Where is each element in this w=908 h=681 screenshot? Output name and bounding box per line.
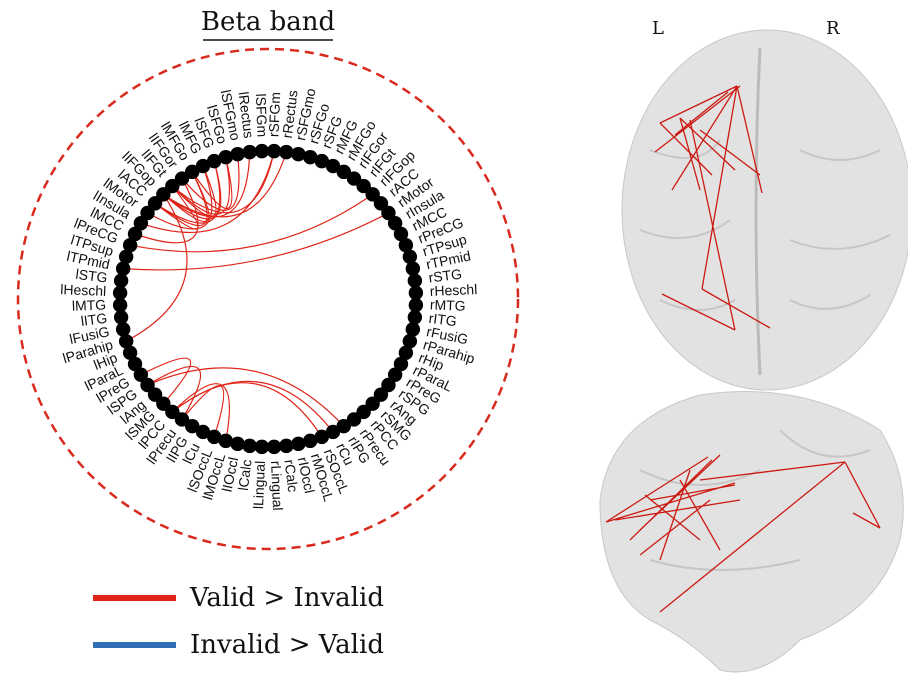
- node: [267, 144, 281, 158]
- node: [114, 310, 128, 324]
- node: [408, 310, 422, 324]
- node: [242, 145, 256, 159]
- brain-side-view: [600, 392, 903, 672]
- title: Beta band: [201, 7, 335, 37]
- node: [409, 298, 423, 312]
- node: [279, 145, 293, 159]
- node: [291, 437, 305, 451]
- legend-label: Valid > Invalid: [189, 583, 384, 613]
- nodes: lSFGmlRectuslSFGmolSFGolSFGlMFGlMFGolIFG…: [60, 87, 478, 511]
- node-label: lLingual: [250, 460, 268, 509]
- node: [114, 273, 128, 287]
- node: [406, 261, 420, 275]
- brain-label-left: L: [652, 18, 664, 39]
- node: [113, 298, 127, 312]
- legend-label: Invalid > Valid: [190, 630, 384, 660]
- node: [242, 439, 256, 453]
- node: [279, 439, 293, 453]
- brain-top-view: [622, 30, 908, 390]
- figure: Beta band lSFGmlRectuslSFGmolSFGolSFGlMF…: [0, 0, 908, 681]
- node: [267, 440, 281, 454]
- node-label: rLingual: [268, 460, 286, 510]
- node: [230, 437, 244, 451]
- brain-label-right: R: [826, 18, 840, 39]
- node: [116, 261, 130, 275]
- node: [408, 273, 422, 287]
